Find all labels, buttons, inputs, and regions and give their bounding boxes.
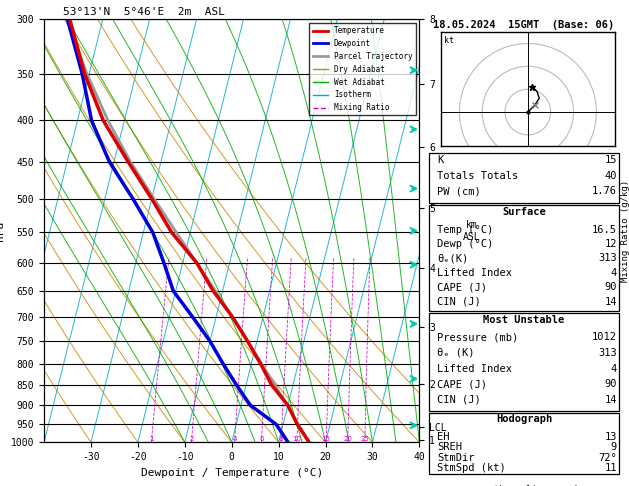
Text: 16.5: 16.5: [592, 225, 617, 235]
Text: θₑ (K): θₑ (K): [437, 348, 474, 358]
Text: 13: 13: [604, 432, 617, 442]
Text: 11: 11: [604, 464, 617, 473]
Text: 9: 9: [611, 442, 617, 452]
Bar: [429, 413, 619, 474]
Text: K: K: [437, 155, 443, 165]
Text: 313: 313: [598, 348, 617, 358]
Text: Totals Totals: Totals Totals: [437, 171, 518, 181]
Text: CIN (J): CIN (J): [437, 395, 481, 405]
Text: CIN (J): CIN (J): [437, 297, 481, 307]
Text: 18.05.2024  15GMT  (Base: 06): 18.05.2024 15GMT (Base: 06): [433, 20, 615, 30]
Text: 8: 8: [279, 436, 283, 442]
Text: 6: 6: [259, 436, 264, 442]
Text: Mixing Ratio (g/kg): Mixing Ratio (g/kg): [621, 180, 629, 282]
Text: 53°13'N  5°46'E  2m  ASL: 53°13'N 5°46'E 2m ASL: [63, 7, 225, 17]
Text: Lifted Index: Lifted Index: [437, 268, 512, 278]
Text: 15: 15: [321, 436, 331, 442]
Text: StmDir: StmDir: [437, 453, 474, 463]
Text: CAPE (J): CAPE (J): [437, 282, 487, 292]
Text: 25: 25: [360, 436, 369, 442]
Text: 4: 4: [611, 268, 617, 278]
Text: 1.76: 1.76: [592, 187, 617, 196]
Text: 313: 313: [598, 253, 617, 263]
Text: 4: 4: [232, 436, 237, 442]
Text: 10: 10: [292, 436, 301, 442]
Text: 72°: 72°: [598, 453, 617, 463]
Legend: Temperature, Dewpoint, Parcel Trajectory, Dry Adiabat, Wet Adiabat, Isotherm, Mi: Temperature, Dewpoint, Parcel Trajectory…: [309, 23, 416, 115]
Text: Lifted Index: Lifted Index: [437, 364, 512, 374]
Text: 90: 90: [604, 379, 617, 389]
Text: 1: 1: [149, 436, 153, 442]
Text: 2: 2: [189, 436, 194, 442]
Text: 4: 4: [611, 364, 617, 374]
Text: Most Unstable: Most Unstable: [483, 315, 565, 325]
Text: EH: EH: [437, 432, 450, 442]
Text: 40: 40: [604, 171, 617, 181]
Text: SREH: SREH: [437, 442, 462, 452]
Text: 14: 14: [604, 395, 617, 405]
Bar: [429, 313, 619, 411]
Y-axis label: km
ASL: km ASL: [463, 220, 481, 242]
Text: Hodograph: Hodograph: [496, 415, 552, 424]
Text: PW (cm): PW (cm): [437, 187, 481, 196]
Text: 20: 20: [343, 436, 352, 442]
Text: CAPE (J): CAPE (J): [437, 379, 487, 389]
Bar: [429, 206, 619, 311]
Y-axis label: hPa: hPa: [0, 221, 5, 241]
Text: 14: 14: [604, 297, 617, 307]
Text: 90: 90: [604, 282, 617, 292]
Bar: [429, 153, 619, 203]
Text: 1012: 1012: [592, 332, 617, 342]
X-axis label: Dewpoint / Temperature (°C): Dewpoint / Temperature (°C): [141, 468, 323, 478]
Text: StmSpd (kt): StmSpd (kt): [437, 464, 506, 473]
Text: Pressure (mb): Pressure (mb): [437, 332, 518, 342]
Text: 12: 12: [604, 239, 617, 249]
Text: © weatheronline.co.uk: © weatheronline.co.uk: [467, 485, 581, 486]
Text: θₑ(K): θₑ(K): [437, 253, 468, 263]
Text: Temp (°C): Temp (°C): [437, 225, 493, 235]
Text: Dewp (°C): Dewp (°C): [437, 239, 493, 249]
Text: Surface: Surface: [502, 207, 546, 217]
Text: 15: 15: [604, 155, 617, 165]
